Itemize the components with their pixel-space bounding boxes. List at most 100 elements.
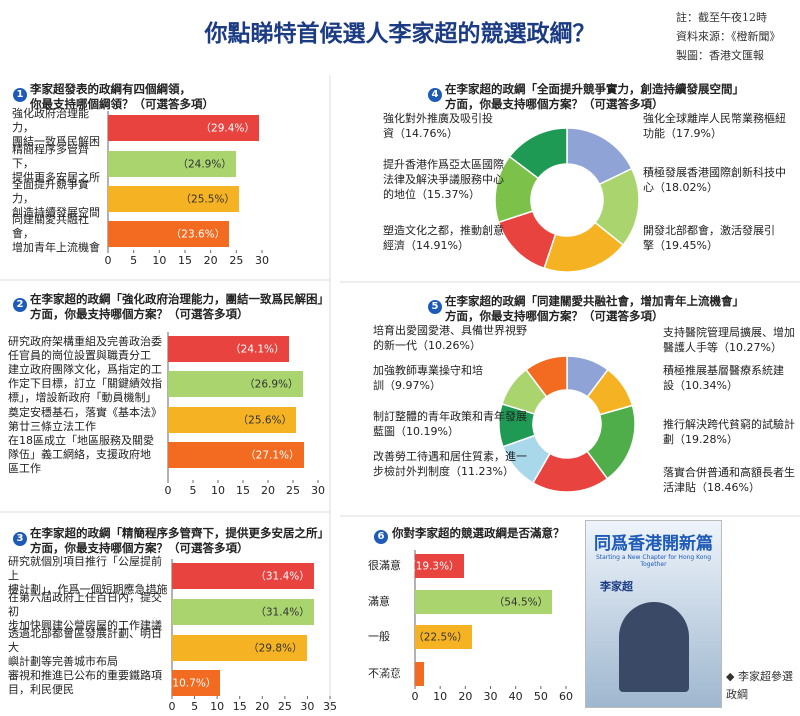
x-tick-label: 0 (104, 254, 112, 267)
category-label: 積極發展香港國際創新科技中心 (643, 166, 786, 194)
value-label: （23.6%） (170, 228, 226, 241)
slice-label: 培育出愛國愛港、具備世界視野的新一代（10.26%） (373, 323, 533, 353)
x-tick-label: 0 (411, 690, 419, 703)
bar (172, 670, 221, 696)
x-tick-label: 15 (232, 700, 247, 713)
page-title: 你點睇特首候選人李家超的競選政綱？ (204, 21, 596, 47)
bar (168, 336, 289, 362)
x-tick-label: 0 (164, 484, 172, 497)
category-label: 積極推展基層醫療系統建設 (663, 364, 784, 392)
slice-label: 塑造文化之都，推動創意經濟（14.91%） (383, 223, 508, 253)
note: 註：截至午夜12時 (676, 11, 767, 24)
chart-title: 在李家超的政綱「全面提升競爭實力，創造持續發展空間」 方面，你最支持哪個方案？（… (445, 82, 744, 111)
portrait (618, 602, 689, 692)
value-label: （17.9%） (665, 127, 722, 140)
category-label: 建立政府團隊文化，爲指定的工 作定下目標，訂立「關鍵績效指 標」，增設新政府「動… (8, 363, 162, 404)
value-label: （10.7%） (161, 677, 217, 690)
value-label: （24.9%） (177, 158, 232, 171)
chart-number: 4 (428, 88, 442, 102)
slice-label: 提升香港作爲亞太區國際法律及解決爭議服務中心的地位（15.37%） (383, 157, 508, 202)
x-tick-label: 30 (300, 700, 315, 713)
x-tick-label: 20 (203, 254, 218, 267)
category-label: 在第六屆政府上任百日內，提交初 步加快興建公營房屋的工作建議 (8, 591, 162, 632)
category-label: 很滿意 (368, 559, 401, 572)
x-tick-label: 30 (483, 690, 498, 703)
chart-number: 6 (374, 530, 388, 544)
value-label: （19.45%） (654, 239, 718, 252)
bar (168, 407, 296, 433)
bar (108, 186, 239, 212)
value-label: （10.26%） (417, 339, 481, 352)
value-label: （10.27%） (718, 341, 782, 354)
slice (525, 355, 568, 398)
bar (108, 151, 236, 177)
chart-number: 5 (428, 300, 442, 314)
x-tick-label: 5 (130, 254, 138, 267)
x-tick-label: 5 (191, 700, 199, 713)
value-label: （10.34%） (674, 379, 738, 392)
value-label: （25.6%） (237, 414, 292, 427)
category-label: 研究政府架構重組及完善政治委 任官員的崗位設置與職責分工 (8, 335, 162, 362)
value-label: （24.1%） (230, 343, 285, 356)
x-tick-label: 25 (286, 484, 300, 497)
x-tick-label: 25 (277, 700, 292, 713)
x-tick-label: 10 (210, 700, 225, 713)
x-tick-label: 20 (458, 690, 473, 703)
photo-name: 李家超 (600, 580, 633, 593)
chart-title: 在李家超的政綱「強化政府治理能力，團結一致爲民解困」 方面，你最支持哪個方案？（… (30, 292, 329, 321)
category-label: 塑造文化之都，推動創意經濟 (383, 224, 504, 252)
x-tick-label: 15 (236, 484, 250, 497)
note: 製圖：香港文匯報 (676, 49, 764, 62)
bar (172, 635, 307, 661)
slice-label: 支持醫院管理局擴展、增加醫護人手等（10.27%） (663, 325, 795, 355)
x-tick-label: 10 (433, 690, 448, 703)
slice-label: 改善勞工待遇和居住質素，進一步檢討外判制度（11.23%） (373, 449, 533, 479)
value-label: （18.02%） (654, 181, 718, 194)
note: 資料來源：《橙新聞》 (676, 30, 781, 43)
photo-caption: ◆ 李家超參選政綱 (726, 670, 793, 701)
chart-title: 在李家超的政綱「同建關愛共融社會，增加青年上流機會」 方面，你最支持哪個方案？（… (445, 294, 744, 323)
chart-number: 1 (13, 88, 27, 102)
category-label: 制訂整體的青年政策和青年發展藍圖 (373, 410, 527, 438)
category-label: 審視和推進已公布的重要鐵路項 目，利民便民 (8, 669, 162, 696)
value-label: （19.28%） (674, 433, 738, 446)
category-label: 同建關愛共融社會， 增加青年上流機會 (12, 213, 100, 254)
value-label: （11.23%） (450, 465, 514, 478)
value-label: （19.3%） (405, 560, 460, 573)
category-label: 研究就個別項目推行「公屋提前上 樓計劃」，作爲一個短期應急措施 (8, 555, 168, 596)
category-label: 強化政府治理能力， 團結一致爲民解困 (12, 107, 100, 148)
x-tick-label: 50 (533, 690, 548, 703)
x-tick-label: 35 (323, 700, 337, 713)
category-label: 一般 (368, 630, 390, 643)
value-label: （54.5%） (493, 596, 549, 609)
category-label: 開發北部都會，激活發展引擎 (643, 224, 775, 252)
value-label: （29.4%） (200, 122, 255, 135)
x-tick-label: 15 (178, 254, 192, 267)
category-label: 培育出愛國愛港、具備世界視野的新一代 (373, 324, 527, 352)
notes: 註：截至午夜12時 資料來源：《橙新聞》 製圖：香港文匯報 (676, 8, 781, 65)
value-label: （25.5%） (180, 193, 235, 206)
chart-number: 3 (13, 532, 27, 546)
value-label: （15.37%） (416, 188, 480, 201)
bar (415, 625, 472, 649)
category-label: 奠定安穩基石，落實《基本法》 第廿三條立法工作 (8, 406, 162, 433)
slice-label: 開發北部都會，激活發展引擎（19.45%） (643, 223, 793, 253)
category-label: 支持醫院管理局擴展、增加醫護人手等 (663, 326, 795, 354)
x-tick-label: 25 (229, 254, 244, 267)
x-tick-label: 30 (255, 254, 269, 267)
category-label: 改善勞工待遇和居住質素，進一步檢討外判制度 (373, 450, 527, 478)
slice (508, 127, 568, 180)
value-label: （14.76%） (394, 127, 458, 140)
category-label: 透過北部都會區發展計劃、明日大 嶼計劃等完善城市布局 (8, 627, 162, 668)
bar (415, 590, 553, 614)
category-label: 精簡程序多管齊下， 提供更多安居之所 (12, 143, 100, 184)
category-label: 強化對外推廣及吸引投資 (383, 112, 493, 140)
value-label: （29.8%） (248, 642, 303, 655)
category-label: 強化全球離岸人民幣業務樞紐功能 (643, 112, 786, 140)
value-label: （9.97%） (384, 379, 441, 392)
slice-label: 制訂整體的青年政策和青年發展藍圖（10.19%） (373, 409, 533, 439)
value-label: （26.9%） (244, 378, 299, 391)
value-label: （3.6%） (372, 668, 421, 681)
category-label: 全面提升競爭實力， 創造持續發展空間 (12, 178, 100, 219)
